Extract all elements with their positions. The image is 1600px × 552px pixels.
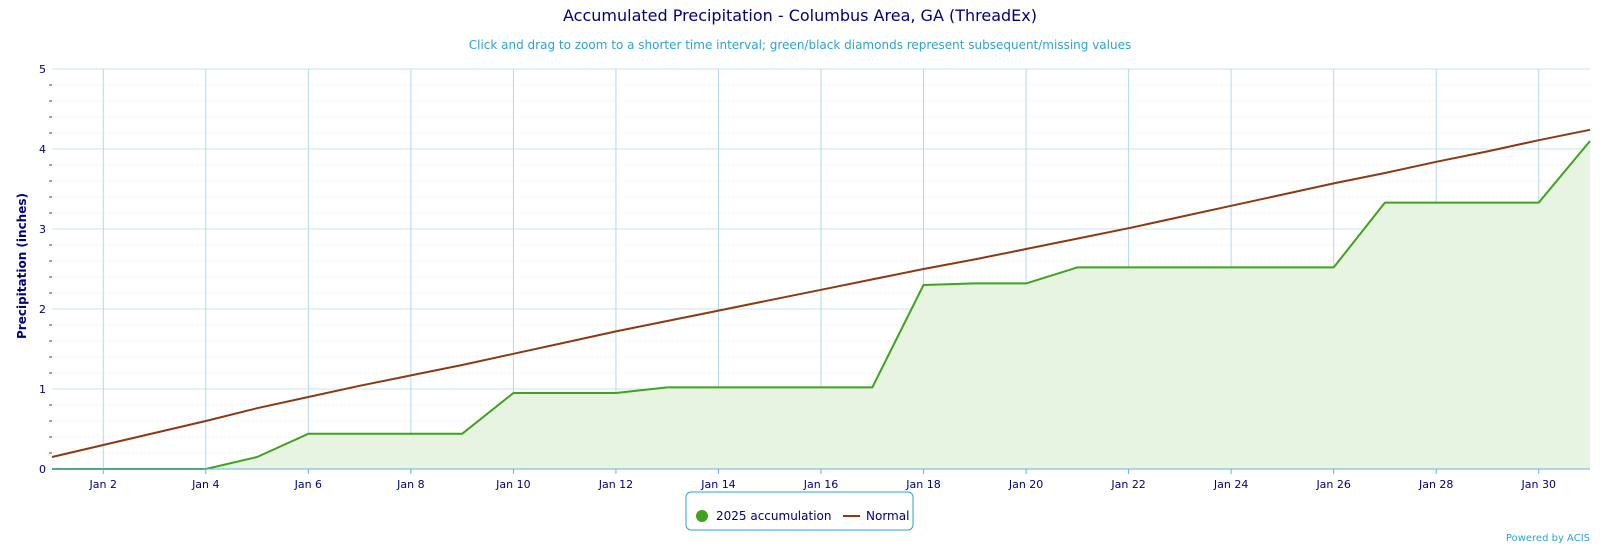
y-tick-label: 4 [39,143,46,156]
y-tick-label: 5 [39,63,46,76]
y-tick-label: 1 [39,383,46,396]
x-tick-label: Jan 22 [1110,478,1145,491]
x-tick-label: Jan 4 [191,478,219,491]
x-tick-label: Jan 20 [1008,478,1043,491]
y-tick-label: 2 [39,303,46,316]
x-tick-label: Jan 12 [598,478,633,491]
normal-line[interactable] [51,128,1591,458]
credits-link[interactable]: Powered by ACIS [1505,533,1590,544]
legend-accumulation-label: 2025 accumulation [716,509,831,523]
legend-accumulation-marker [696,510,708,522]
x-tick-label: Jan 8 [396,478,424,491]
x-tick-label: Jan 2 [89,478,117,491]
chart-title: Accumulated Precipitation - Columbus Are… [563,6,1037,25]
legend-item-normal[interactable]: Normal [843,509,909,523]
chart-subtitle: Click and drag to zoom to a shorter time… [468,38,1132,52]
x-tick-label: Jan 24 [1213,478,1248,491]
x-tick-label: Jan 30 [1521,478,1556,491]
accumulation-area-fill [52,141,1590,469]
x-tick-label: Jan 14 [700,478,735,491]
x-tick-label: Jan 26 [1315,478,1350,491]
legend-box [685,491,914,531]
legend-normal-label: Normal [866,509,909,523]
x-tick-label: Jan 18 [905,478,940,491]
legend: 2025 accumulation Normal [685,491,914,531]
x-tick-label: Jan 28 [1418,478,1453,491]
x-tick-label: Jan 10 [495,478,530,491]
legend-item-accumulation[interactable]: 2025 accumulation [696,509,831,523]
accumulation-line[interactable] [52,140,1591,470]
x-tick-label: Jan 6 [294,478,322,491]
y-axis-label: Precipitation (inches) [15,193,29,339]
axis-layer: 0 1 2 3 4 5 Jan 2 Jan 4 Jan 6 Jan 8 Jan 10 Jan 12 Ja… [39,63,1590,491]
x-tick-label: Jan 16 [803,478,838,491]
y-tick-label: 0 [39,463,46,476]
series-layer [51,128,1591,470]
y-tick-label: 3 [39,223,46,236]
